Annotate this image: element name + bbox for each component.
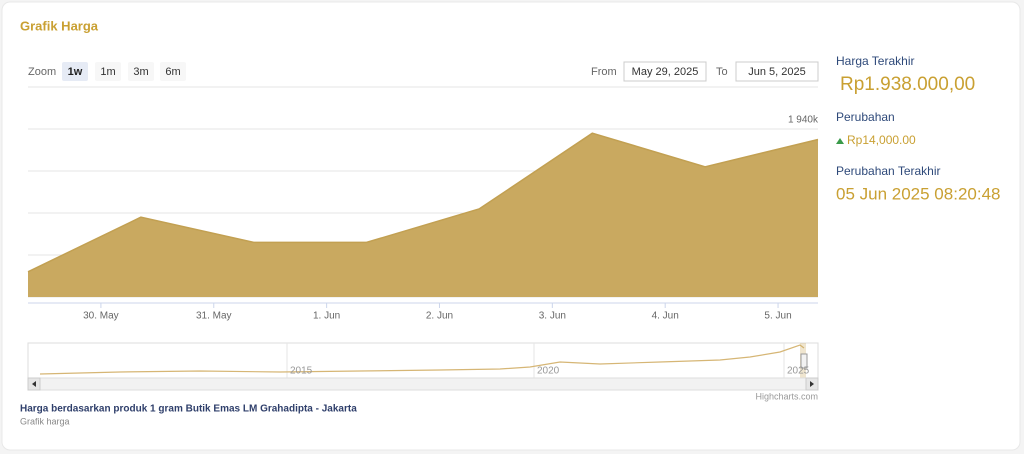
title: Grafik Harga xyxy=(20,18,99,33)
change: Rp14,000.00 xyxy=(847,133,916,147)
navigator-handle[interactable] xyxy=(800,353,808,369)
subcaption: Grafik harga xyxy=(20,416,70,426)
change-label: Perubahan xyxy=(836,110,895,124)
x-tick-label: 31. May xyxy=(196,311,232,322)
scroll-left-arrow xyxy=(32,381,36,387)
up-arrow xyxy=(836,138,844,144)
zoom-button[interactable]: 6m xyxy=(165,66,180,78)
navigator-label: 2020 xyxy=(537,366,560,377)
navigator xyxy=(27,342,819,379)
zoom-button-bg xyxy=(128,62,154,81)
x-tick-label: 4. Jun xyxy=(652,311,679,322)
last-price-label: Harga Terakhir xyxy=(836,54,914,68)
area xyxy=(28,133,818,297)
last-price: Rp1.938.000,00 xyxy=(840,74,975,95)
from-label: From xyxy=(591,66,617,78)
to-label: To xyxy=(716,66,728,78)
x-tick-label: 3. Jun xyxy=(539,311,566,322)
navigator-label: 2025 xyxy=(787,366,810,377)
area-line xyxy=(27,132,819,273)
zoom-button-bg xyxy=(95,62,121,81)
to-input[interactable] xyxy=(735,61,819,82)
zoom-button-bg xyxy=(160,62,186,81)
navigator-line xyxy=(39,344,805,375)
x-tick-label: 1. Jun xyxy=(313,311,340,322)
last-change: 05 Jun 2025 08:20:48 xyxy=(836,184,1000,203)
from-value: May 29, 2025 xyxy=(632,66,699,78)
scroll-right-arrow xyxy=(810,381,814,387)
zoom-button-active-bg xyxy=(62,62,88,81)
x-tick-label: 30. May xyxy=(83,311,119,322)
x-tick-label: 5. Jun xyxy=(764,311,791,322)
zoom-button[interactable]: 3m xyxy=(133,66,148,78)
navigator-label: 2015 xyxy=(290,366,313,377)
caption: Harga berdasarkan produk 1 gram Butik Em… xyxy=(20,404,357,415)
from-input[interactable] xyxy=(623,61,707,82)
zoom-label: Zoom xyxy=(28,66,56,78)
zoom-button[interactable]: 1m xyxy=(100,66,115,78)
zoom-button[interactable]: 1w xyxy=(68,66,83,78)
last-change-label: Perubahan Terakhir xyxy=(836,164,941,178)
y-tick-label: 1 940k xyxy=(788,115,819,126)
to-value: Jun 5, 2025 xyxy=(748,66,806,78)
credits[interactable]: Highcharts.com xyxy=(755,391,818,401)
x-tick-label: 2. Jun xyxy=(426,311,453,322)
scrollbar[interactable] xyxy=(27,377,819,391)
